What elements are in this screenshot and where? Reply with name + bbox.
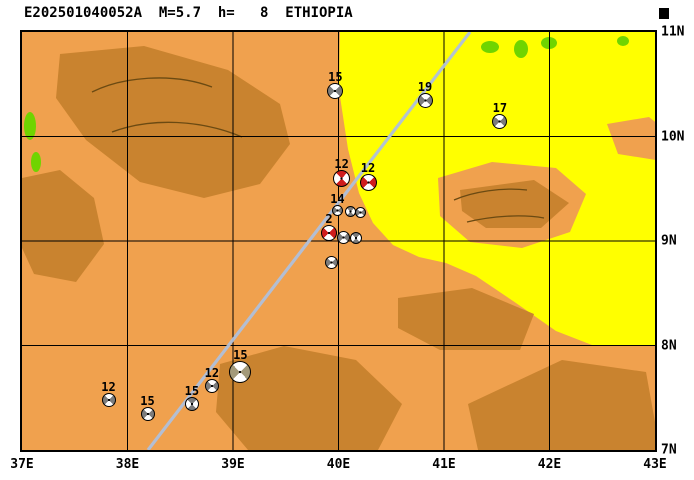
terrain-highland-se [468,360,655,450]
focal-mechanism-beachball [184,397,199,412]
focal-mechanism-beachball [324,256,338,270]
vegetation-patch [24,112,36,140]
x-tick-label: 39E [221,457,245,472]
event-depth-label: 15 [233,347,248,362]
focal-mechanism-beachball [101,392,116,407]
ridge-line [466,215,545,223]
focal-mechanism-beachball [359,173,377,191]
vegetation-patch [514,40,528,58]
y-tick-label: 10N [661,129,685,144]
focal-mechanism-beachball [331,205,343,217]
focal-mechanism-beachball [229,360,252,383]
focal-mechanism-beachball [350,231,363,244]
focal-mechanism-beachball [337,231,351,245]
focal-mechanism-beachball [417,93,433,109]
focal-mechanism-beachball [355,207,367,219]
event-depth-label: 15 [184,384,200,399]
event-depth-label: 15 [328,69,343,84]
x-tick-label: 43E [643,457,667,472]
event-depth-label: 2 [325,211,333,226]
ridge-line [453,188,528,201]
event-depth-label: 12 [101,379,116,394]
focal-mechanism-beachball [333,169,351,187]
focal-mechanism-beachball [321,224,337,241]
x-tick-label: 37E [10,457,34,472]
terrain-island [607,117,655,160]
terrain-highland-west [22,170,104,282]
x-tick-label: 42E [537,457,562,472]
corner-mark [659,8,669,19]
plot-title: E202501040052A M=5.7 h= 8 ETHIOPIA [24,5,353,21]
focal-mechanism-beachball [327,82,344,99]
x-tick-label: 38E [115,457,140,472]
y-tick-label: 7N [661,442,677,458]
focal-mechanism-beachball [492,114,508,130]
event-depth-label: 14 [330,192,345,207]
map-canvas: 15 19 17 12 12 14 2 15 12 15 15 12 [20,30,657,452]
y-tick-label: 9N [661,233,677,249]
event-depth-label: 17 [492,101,508,116]
terrain-island-ridge [460,180,569,228]
focal-mechanism-beachball [204,379,219,394]
vegetation-patch [481,41,499,53]
terrain-highland-center [398,288,534,350]
focal-mechanism-beachball [344,206,356,218]
x-tick-label: 41E [432,457,456,472]
focal-mechanisms-layer: 15 19 17 12 12 14 2 15 12 15 15 12 [22,32,655,450]
focal-mechanism-beachball [140,407,155,422]
vegetation-patch [31,152,41,172]
event-depth-label: 12 [334,156,349,171]
y-tick-label: 8N [661,338,677,353]
ridge-line [91,77,213,93]
y-tick-label: 11N [661,24,685,40]
ridge-line [111,121,243,138]
terrain-layer [22,32,655,450]
event-depth-label: 12 [204,366,220,381]
event-depth-label: 15 [140,394,155,409]
event-depth-label: 19 [417,80,433,95]
event-depth-label: 12 [360,160,376,175]
terrain-highland-south [216,346,402,450]
rift-trend-line [146,32,472,450]
vegetation-patch [617,36,629,46]
x-tick-label: 40E [326,457,351,472]
